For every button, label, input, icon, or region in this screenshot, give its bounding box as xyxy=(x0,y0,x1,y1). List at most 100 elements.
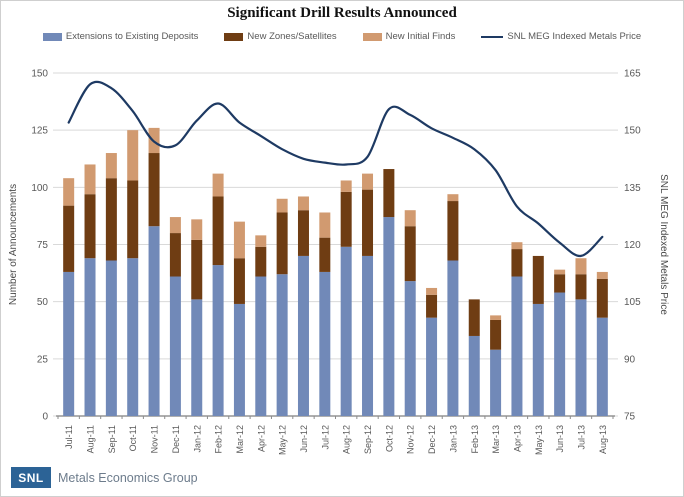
bar-segment xyxy=(169,233,181,277)
left-axis-tick-label: 150 xyxy=(31,69,48,80)
x-axis-category-label: Jun-13 xyxy=(555,425,565,453)
bar-segment xyxy=(575,299,587,416)
left-axis-tick-label: 100 xyxy=(31,183,48,194)
legend-color-swatch xyxy=(42,32,62,41)
bar-segment xyxy=(148,153,160,227)
x-axis-category-label: Apr-12 xyxy=(256,425,266,452)
bar-segment xyxy=(105,260,117,416)
legend-color-swatch xyxy=(224,32,244,41)
x-axis-category-label: Nov-12 xyxy=(406,425,416,454)
bar-segment xyxy=(255,276,267,416)
bar-segment xyxy=(490,315,502,320)
brand-text: Metals Economics Group xyxy=(58,470,198,485)
left-axis-tick-label: 125 xyxy=(31,126,48,137)
legend-label: SNL MEG Indexed Metals Price xyxy=(507,31,642,42)
bar-segment xyxy=(511,242,523,250)
bar-segment xyxy=(297,196,309,211)
bar-segment xyxy=(404,226,416,282)
x-axis-category-label: Jun-12 xyxy=(299,425,309,453)
bar-segment xyxy=(596,278,608,318)
bar-segment xyxy=(362,255,374,416)
legend-color-swatch xyxy=(362,32,382,41)
right-axis-tick-label: 90 xyxy=(624,354,636,365)
bar-segment xyxy=(276,212,288,275)
bar-segment xyxy=(255,246,267,277)
bar-segment xyxy=(233,258,245,304)
right-axis-title: SNL MEG Indexed Metals Price xyxy=(658,174,669,315)
x-axis-category-label: Oct-11 xyxy=(128,425,138,451)
left-axis-tick-label: 0 xyxy=(42,412,48,423)
bar-segment xyxy=(212,265,224,416)
bar-segment xyxy=(105,153,117,179)
bar-segment xyxy=(404,281,416,416)
bar-segment xyxy=(63,271,75,416)
bar-segment xyxy=(554,269,566,275)
x-axis-category-label: Sep-11 xyxy=(107,425,117,453)
right-axis-tick-label: 135 xyxy=(624,183,641,194)
legend-label: New Zones/Satellites xyxy=(247,31,337,42)
x-axis-category-label: Jul-12 xyxy=(320,425,330,450)
bar-segment xyxy=(276,274,288,416)
x-axis-category-label: Jan-12 xyxy=(192,425,202,453)
bar-segment xyxy=(468,335,480,416)
bar-segment xyxy=(148,226,160,416)
bar-segment xyxy=(426,317,438,416)
chart-legend: Extensions to Existing Deposits New Zones… xyxy=(1,31,683,42)
x-axis-category-label: May-13 xyxy=(534,425,544,455)
bar-segment xyxy=(340,191,352,247)
bar-segment xyxy=(319,271,331,416)
bar-segment xyxy=(596,317,608,416)
bar-segment xyxy=(404,210,416,227)
x-axis-category-label: Oct-12 xyxy=(384,425,394,452)
bar-segment xyxy=(127,180,139,259)
x-axis-category-label: Aug-13 xyxy=(598,425,608,454)
bar-segment xyxy=(383,169,395,218)
right-axis-tick-label: 105 xyxy=(624,297,641,308)
legend-label: New Initial Finds xyxy=(385,31,456,42)
x-axis-category-label: Aug-11 xyxy=(86,425,96,453)
bar-segment xyxy=(84,194,96,259)
bar-segment xyxy=(297,255,309,416)
bar-segment xyxy=(127,130,139,181)
bar-segment xyxy=(84,258,96,416)
bar-segment xyxy=(63,205,75,272)
left-axis-tick-label: 50 xyxy=(37,297,49,308)
x-axis-category-label: May-12 xyxy=(278,425,288,455)
bar-segment xyxy=(212,173,224,197)
bar-segment xyxy=(490,349,502,416)
x-axis-category-label: Jul-11 xyxy=(64,425,74,449)
bar-segment xyxy=(426,287,438,295)
bar-segment xyxy=(575,274,587,300)
bar-segment xyxy=(447,194,459,202)
bar-segment xyxy=(233,303,245,416)
bar-segment xyxy=(169,276,181,416)
bar-segment xyxy=(468,299,480,336)
right-axis-tick-label: 150 xyxy=(624,126,641,137)
x-axis-category-label: Feb-13 xyxy=(470,425,480,454)
bar-segment xyxy=(63,178,75,206)
x-axis-category-label: Dec-12 xyxy=(427,425,437,454)
legend-item-0: Extensions to Existing Deposits xyxy=(42,31,198,42)
legend-item-1: New Zones/Satellites xyxy=(224,31,337,42)
x-axis-category-label: Dec-11 xyxy=(171,425,181,453)
x-axis-category-label: Mar-12 xyxy=(235,425,245,454)
right-axis-tick-label: 120 xyxy=(624,240,641,251)
metals-price-line xyxy=(67,80,604,258)
bar-segment xyxy=(511,249,523,277)
bar-segment xyxy=(319,212,331,238)
bar-segment xyxy=(191,299,203,416)
bar-segment xyxy=(554,274,566,293)
bar-segment xyxy=(340,246,352,416)
bar-segment xyxy=(362,173,374,190)
x-axis-category-label: Sep-12 xyxy=(363,425,373,454)
x-axis-category-label: Jan-13 xyxy=(448,425,458,453)
right-axis-tick-label: 75 xyxy=(624,412,636,423)
x-axis-category-label: Apr-13 xyxy=(512,425,522,452)
bar-segment xyxy=(447,201,459,261)
left-axis-tick-label: 25 xyxy=(37,354,49,365)
bar-segment xyxy=(191,239,203,300)
bar-segment xyxy=(447,260,459,416)
chart-title: Significant Drill Results Announced xyxy=(227,5,457,21)
